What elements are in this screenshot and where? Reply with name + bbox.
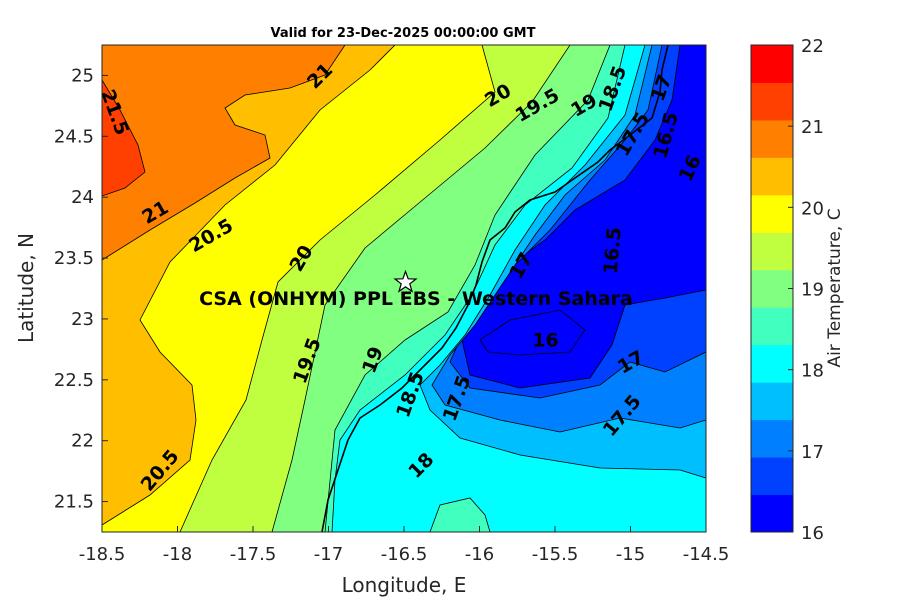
colorbar-band bbox=[751, 494, 793, 533]
colorbar-band bbox=[751, 307, 793, 346]
colorbar-band bbox=[751, 82, 793, 121]
colorbar-tick-label: 16 bbox=[801, 523, 824, 544]
colorbar-band bbox=[751, 269, 793, 308]
site-star-marker bbox=[393, 269, 418, 293]
colorbar-band bbox=[751, 119, 793, 158]
x-tick-label: -18 bbox=[163, 544, 192, 565]
chart-title: Valid for 23-Dec-2025 00:00:00 GMT bbox=[271, 26, 536, 41]
contour-band-18.5 bbox=[429, 497, 491, 532]
colorbar-label: Air Temperature, C bbox=[825, 208, 845, 367]
x-axis-label: Longitude, E bbox=[342, 573, 467, 597]
colorbar-band bbox=[751, 45, 793, 83]
x-tick-label: -15 bbox=[616, 544, 645, 565]
y-tick-label: 23.5 bbox=[54, 248, 94, 269]
y-tick-label: 22 bbox=[71, 431, 94, 452]
colorbar-tick-label: 18 bbox=[801, 361, 824, 382]
colorbar-band bbox=[751, 157, 793, 196]
y-tick-label: 22.5 bbox=[54, 370, 94, 391]
contour-label: 16.5 bbox=[600, 226, 626, 275]
colorbar-tick-label: 20 bbox=[801, 198, 824, 219]
x-axis: -18.5 -18 -17.5 -17 -16.5 -16 -15.5 -15 -14.5 bbox=[79, 526, 730, 565]
x-tick-label: -17 bbox=[314, 544, 343, 565]
contour-band-21.5 bbox=[102, 79, 146, 197]
contour-label: 16 bbox=[532, 330, 558, 352]
colorbar-tick-label: 21 bbox=[801, 117, 824, 138]
y-tick-label: 23 bbox=[71, 309, 94, 330]
colorbar: 16 17 18 19 20 21 22 bbox=[750, 36, 824, 544]
y-tick-label: 25 bbox=[71, 65, 94, 86]
colorbar-band bbox=[751, 232, 793, 271]
contour-band-16-pocket bbox=[479, 309, 586, 356]
colorbar-tick-label: 17 bbox=[801, 442, 824, 463]
y-tick-label: 24.5 bbox=[54, 126, 94, 147]
x-tick-label: -16 bbox=[465, 544, 494, 565]
x-tick-label: -16.5 bbox=[381, 544, 428, 565]
y-axis: 21.5 22 22.5 23 23.5 24 24.5 25 bbox=[54, 65, 108, 513]
x-tick-label: -18.5 bbox=[79, 544, 126, 565]
colorbar-band bbox=[751, 457, 793, 496]
contour-band-21 bbox=[102, 45, 346, 261]
x-tick-label: -17.5 bbox=[230, 544, 277, 565]
x-tick-label: -15.5 bbox=[532, 544, 579, 565]
colorbar-tick-label: 19 bbox=[801, 280, 824, 301]
colorbar-band bbox=[751, 344, 793, 383]
colorbar-tick-label: 22 bbox=[801, 36, 824, 57]
colorbar-band bbox=[751, 194, 793, 233]
colorbar-band bbox=[751, 382, 793, 421]
y-tick-label: 24 bbox=[71, 187, 94, 208]
coastline-path bbox=[321, 45, 669, 532]
colorbar-band bbox=[751, 419, 793, 458]
site-label: CSA (ONHYM) PPL EBS - Western Sahara bbox=[199, 288, 633, 310]
site-annotation: CSA (ONHYM) PPL EBS - Western Sahara bbox=[199, 269, 633, 310]
y-axis-label: Latitude, N bbox=[14, 233, 38, 343]
y-tick-label: 21.5 bbox=[54, 492, 94, 513]
x-tick-label: -14.5 bbox=[683, 544, 730, 565]
coastline bbox=[321, 45, 669, 532]
